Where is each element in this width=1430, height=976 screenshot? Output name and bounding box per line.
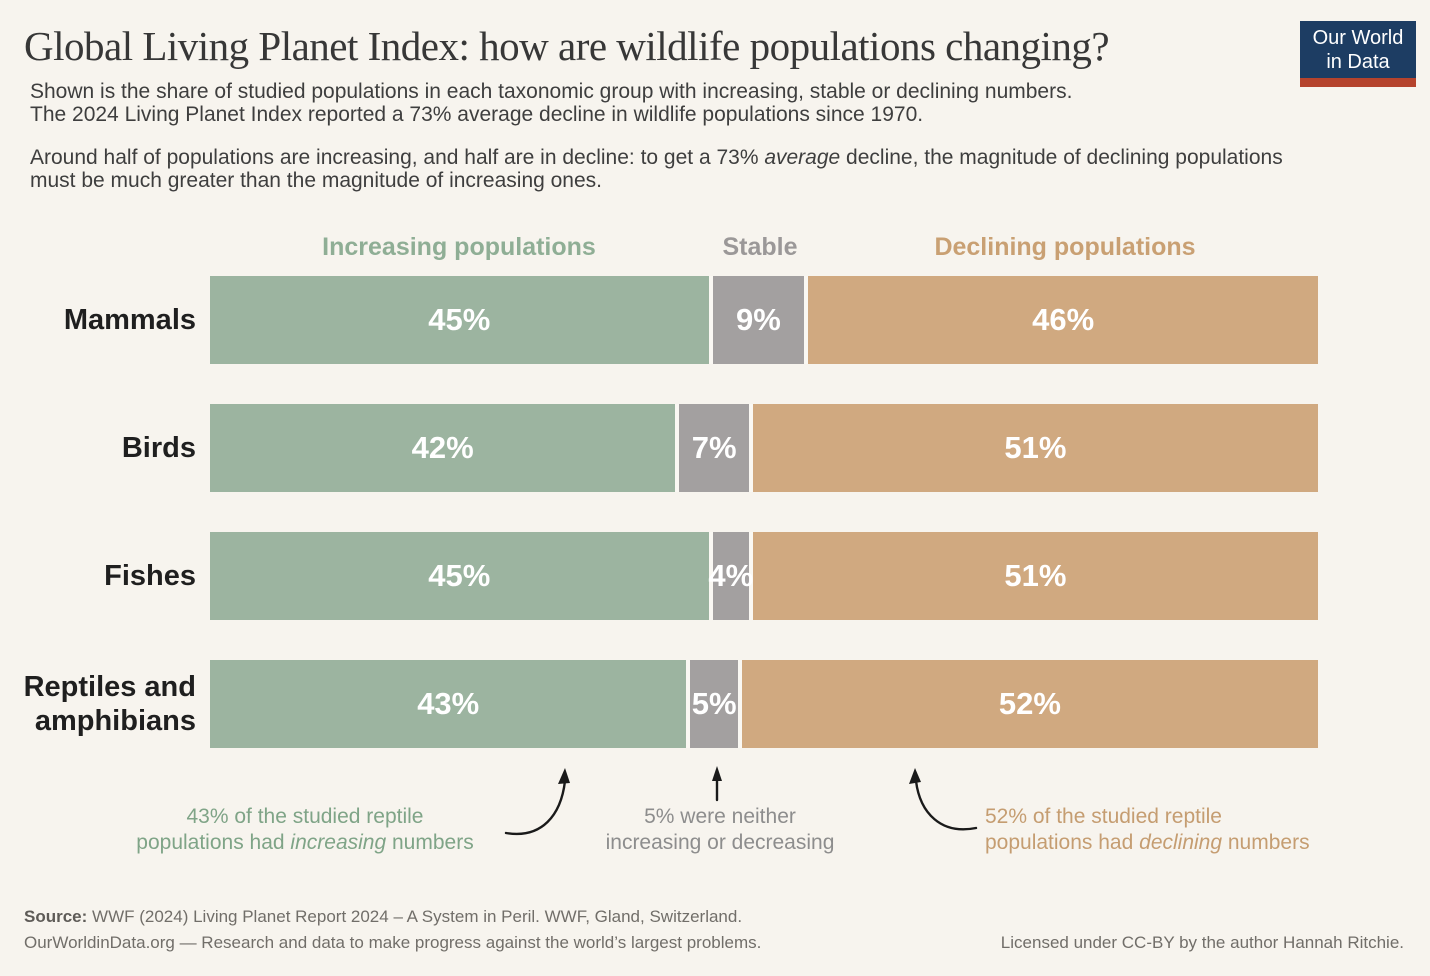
- note-paragraph: Around half of populations are increasin…: [30, 146, 1286, 192]
- segment-value: 52%: [998, 686, 1061, 721]
- segment-value: 51%: [1004, 558, 1067, 593]
- annotation-stable-line1: 5% were neither: [644, 805, 796, 828]
- segment-value: 9%: [736, 302, 781, 337]
- bar-segment-increasing[interactable]: 42%: [210, 404, 676, 492]
- bar-segment-declining[interactable]: 51%: [752, 532, 1318, 620]
- owid-footer-line: OurWorldinData.org — Research and data t…: [24, 933, 762, 952]
- bar-segment-stable[interactable]: 7%: [675, 404, 753, 492]
- annotation-stable: 5% were neither increasing or decreasing: [565, 804, 875, 856]
- bar-fishes: 45% 4% 51%: [210, 532, 1318, 620]
- arrowhead-declining: [909, 768, 921, 784]
- segment-value: 4%: [708, 558, 754, 593]
- row-label-mammals: Mammals: [63, 304, 196, 336]
- bar-segment-stable[interactable]: 4%: [708, 532, 754, 620]
- bar-mammals: 45% 9% 46%: [210, 276, 1318, 364]
- annotation-increasing-line1: 43% of the studied reptile: [186, 805, 424, 828]
- note-pre: Around half of populations are increasin…: [30, 146, 765, 169]
- column-header-declining: Declining populations: [934, 233, 1196, 261]
- bar-segment-stable[interactable]: 9%: [708, 276, 809, 364]
- subtitle-line1: Shown is the share of studied population…: [30, 80, 1073, 103]
- annotation-stable-line2: increasing or decreasing: [605, 831, 835, 854]
- annotation-declining-line1: 52% of the studied reptile: [985, 805, 1222, 828]
- segment-value: 42%: [411, 430, 474, 465]
- annotation-italic: increasing: [290, 831, 387, 854]
- note-italic: average: [764, 146, 841, 169]
- bar-segment-declining[interactable]: 46%: [808, 276, 1318, 364]
- segment-value: 7%: [691, 430, 737, 465]
- row-label-birds: Birds: [121, 432, 196, 464]
- arrowhead-stable: [712, 766, 722, 781]
- segment-value: 45%: [428, 302, 491, 337]
- subtitle-line2: The 2024 Living Planet Index reported a …: [30, 103, 924, 126]
- annotation-declining-line2: populations had declining numbers: [985, 830, 1385, 856]
- segment-value: 43%: [417, 686, 480, 721]
- arrow-to-declining-segment: [914, 779, 978, 831]
- row-label-fishes: Fishes: [104, 560, 196, 592]
- owid-logo-line2: in Data: [1326, 51, 1390, 73]
- column-header-increasing: Increasing populations: [322, 233, 596, 261]
- bar-segment-increasing[interactable]: 45%: [210, 276, 709, 364]
- subtitle: Shown is the share of studied population…: [30, 80, 1330, 126]
- column-header-stable: Stable: [722, 233, 798, 261]
- annotation-text: populations had: [136, 831, 291, 854]
- page-title: Global Living Planet Index: how are wild…: [24, 23, 1110, 69]
- segment-value: 51%: [1004, 430, 1067, 465]
- arrowhead-increasing: [558, 768, 570, 784]
- segment-value: 46%: [1032, 302, 1095, 337]
- annotation-increasing: 43% of the studied reptile populations h…: [100, 804, 510, 856]
- bar-segment-increasing[interactable]: 43%: [210, 660, 687, 748]
- bar-segment-declining[interactable]: 51%: [752, 404, 1318, 492]
- segment-value: 5%: [691, 686, 737, 721]
- bar-segment-increasing[interactable]: 45%: [210, 532, 709, 620]
- note-post: decline, the magnitude of declining popu…: [30, 146, 1283, 192]
- bar-birds: 42% 7% 51%: [210, 404, 1318, 492]
- row-label-reptiles-amphibians: Reptiles and amphibians: [23, 671, 196, 737]
- annotation-text: numbers: [386, 831, 474, 854]
- annotation-text: populations had: [985, 831, 1140, 854]
- segment-value: 45%: [428, 558, 491, 593]
- license-line: Licensed under CC-BY by the author Hanna…: [1000, 933, 1404, 952]
- annotation-text: numbers: [1222, 831, 1310, 854]
- source-label: Source:: [24, 907, 88, 926]
- annotation-increasing-line2: populations had increasing numbers: [100, 830, 510, 856]
- owid-logo-line1: Our World: [1312, 27, 1404, 49]
- source-text: WWF (2024) Living Planet Report 2024 – A…: [87, 907, 743, 926]
- annotation-declining: 52% of the studied reptile populations h…: [985, 804, 1385, 856]
- bar-reptiles-amphibians: 43% 5% 52%: [210, 660, 1318, 748]
- annotation-italic: declining: [1139, 831, 1223, 854]
- owid-logo: Our World in Data: [1300, 21, 1416, 87]
- source-line: Source: WWF (2024) Living Planet Report …: [24, 907, 742, 927]
- bar-segment-declining[interactable]: 52%: [741, 660, 1318, 748]
- bar-segment-stable[interactable]: 5%: [686, 660, 742, 748]
- arrow-to-increasing-segment: [504, 779, 567, 836]
